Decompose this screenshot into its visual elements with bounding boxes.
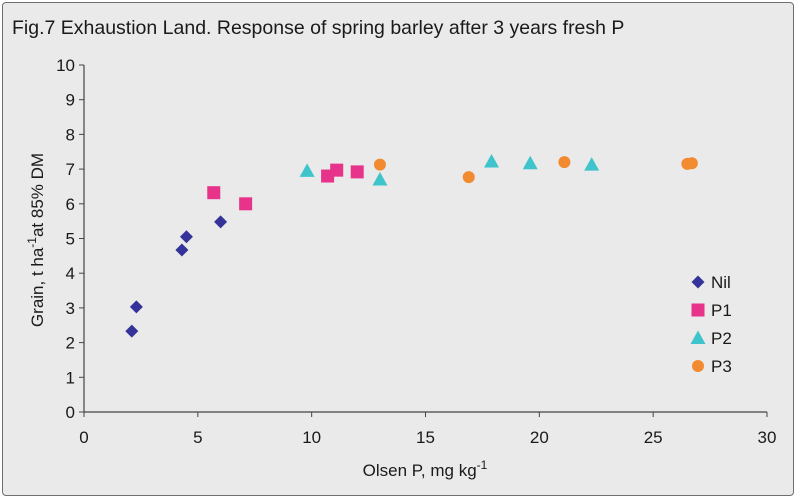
y-tick-label: 7 xyxy=(66,160,75,179)
y-tick-label: 10 xyxy=(56,56,75,75)
data-point xyxy=(125,324,139,338)
legend-label: P2 xyxy=(711,329,732,348)
data-point xyxy=(484,153,500,168)
data-marks xyxy=(125,153,698,338)
y-tick-label: 3 xyxy=(66,299,75,318)
legend-item-p3: P3 xyxy=(692,357,732,376)
x-tick-label: 0 xyxy=(79,428,88,447)
series-p3 xyxy=(373,156,698,184)
x-tick-label: 10 xyxy=(302,428,321,447)
data-point xyxy=(558,156,571,169)
y-axis-label: Grain, t ha-1at 85% DM xyxy=(25,153,47,327)
x-axis-label: Olsen P, mg kg-1 xyxy=(363,458,488,480)
legend-marker xyxy=(692,360,704,372)
data-point xyxy=(522,155,538,170)
y-tick-label: 6 xyxy=(66,195,75,214)
y-tick-label: 5 xyxy=(66,230,75,249)
series-p1 xyxy=(207,163,364,211)
legend-marker xyxy=(691,303,705,317)
data-point xyxy=(350,165,364,179)
legend-label: Nil xyxy=(711,273,731,292)
y-tick-label: 9 xyxy=(66,91,75,110)
data-point xyxy=(372,172,388,186)
y-tick-label: 4 xyxy=(66,264,75,283)
series-p2 xyxy=(299,153,600,186)
legend-label: P1 xyxy=(711,301,732,320)
legend-item-nil: Nil xyxy=(691,273,731,292)
y-tick-label: 0 xyxy=(66,403,75,422)
data-point xyxy=(685,157,698,170)
legend-item-p1: P1 xyxy=(691,301,732,320)
y-tick-label: 2 xyxy=(66,334,75,353)
data-point xyxy=(175,243,189,257)
data-point xyxy=(179,230,193,244)
legend-marker xyxy=(690,330,706,344)
data-point xyxy=(299,163,315,177)
legend: Nil P1 P2 P3 xyxy=(690,273,732,376)
data-point xyxy=(207,186,221,200)
data-point xyxy=(373,158,386,171)
data-point xyxy=(214,215,228,229)
x-tick-label: 25 xyxy=(644,428,663,447)
legend-label: P3 xyxy=(711,357,732,376)
axes: 0 5 10 15 20 25 30 0 1 2 3 4 5 6 7 8 9 10 xyxy=(56,56,776,447)
x-tick-label: 15 xyxy=(416,428,435,447)
x-tick-label: 5 xyxy=(193,428,202,447)
y-tick-label: 1 xyxy=(66,368,75,387)
chart-title: Fig.7 Exhaustion Land. Response of sprin… xyxy=(12,17,625,39)
y-tick-label: 8 xyxy=(66,125,75,144)
x-tick-label: 30 xyxy=(758,428,777,447)
x-tick-label: 20 xyxy=(530,428,549,447)
legend-item-p2: P2 xyxy=(690,329,732,348)
data-point xyxy=(330,163,344,177)
series-nil xyxy=(125,215,228,338)
data-point xyxy=(129,300,143,314)
data-point xyxy=(584,157,600,171)
data-point xyxy=(462,171,475,184)
legend-marker xyxy=(691,275,705,289)
data-point xyxy=(239,197,253,211)
